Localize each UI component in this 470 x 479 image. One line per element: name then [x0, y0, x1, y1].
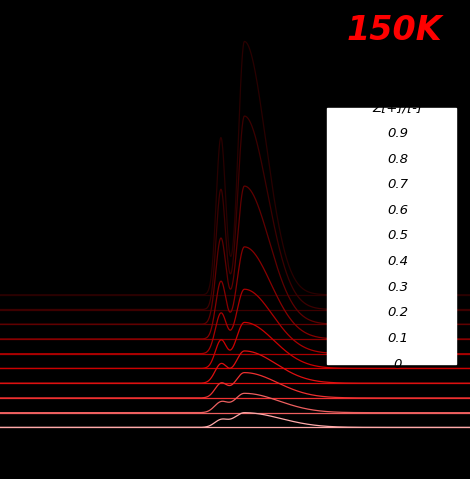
Text: 0.5: 0.5	[387, 229, 408, 242]
Text: 0: 0	[393, 357, 402, 371]
Text: 0.9: 0.9	[387, 127, 408, 140]
Text: Z[+]/[-]: Z[+]/[-]	[373, 101, 423, 114]
Text: 0.8: 0.8	[387, 152, 408, 166]
Text: 0.6: 0.6	[387, 204, 408, 217]
Text: 0.7: 0.7	[387, 178, 408, 191]
FancyBboxPatch shape	[327, 108, 456, 364]
Text: 150K: 150K	[347, 14, 443, 47]
Text: 0.1: 0.1	[387, 332, 408, 345]
Text: 0.4: 0.4	[387, 255, 408, 268]
Text: 0.3: 0.3	[387, 281, 408, 294]
Text: 0.2: 0.2	[387, 306, 408, 319]
